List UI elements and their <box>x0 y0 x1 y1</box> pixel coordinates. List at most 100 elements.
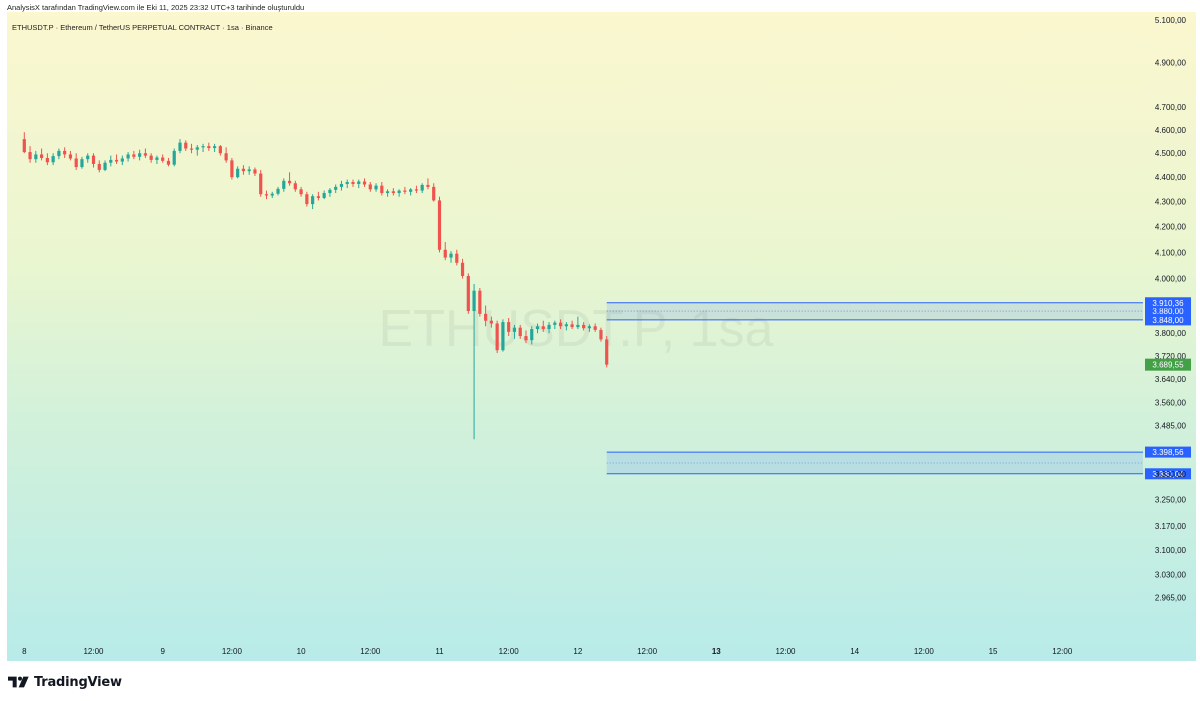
candle-body <box>270 193 274 196</box>
candle-body <box>339 183 344 187</box>
chart-attribution: AnalysisX tarafından TradingView.com ile… <box>7 3 305 12</box>
candle <box>126 152 130 162</box>
candle <box>316 191 320 201</box>
candle-body <box>564 324 568 327</box>
candle-body <box>287 180 292 184</box>
candle <box>530 326 534 345</box>
candle-body <box>63 150 67 155</box>
candle-body <box>120 158 124 162</box>
candle-body <box>276 188 280 194</box>
time-tick-label: 8 <box>22 647 27 656</box>
candle-body <box>391 191 395 194</box>
candle-body <box>184 142 188 149</box>
candle <box>518 324 522 339</box>
candle <box>564 322 568 331</box>
candle <box>472 283 476 440</box>
candle-body <box>501 322 505 351</box>
candle <box>74 153 78 170</box>
time-axis[interactable]: 8 12:00 9 12:00 10 12:00 11 12:00 12 12:00 13 12:00… <box>22 647 1073 656</box>
candle <box>455 249 459 266</box>
candle-body <box>558 322 563 327</box>
candle <box>466 273 470 314</box>
candle-body <box>495 323 499 351</box>
candle-body <box>409 189 413 192</box>
candle-body <box>351 182 355 184</box>
candle-body <box>236 168 240 178</box>
candle-body <box>478 290 482 314</box>
price-tick-label: 4.100,00 <box>1155 248 1187 257</box>
candle-body <box>39 154 44 158</box>
time-tick-label: 12:00 <box>222 647 243 656</box>
tradingview-brand[interactable]: TradingView <box>8 672 122 692</box>
candle <box>362 178 367 187</box>
price-tick-label: 3.330,00 <box>1155 470 1187 479</box>
resistance-mid-price-label: 3.880,00 <box>1152 307 1184 316</box>
candle-body <box>241 168 246 172</box>
candle-body <box>282 180 286 189</box>
candle-body <box>489 320 493 324</box>
candle-body <box>535 326 540 330</box>
candle <box>524 330 528 344</box>
time-tick-label: 12:00 <box>360 647 381 656</box>
candle-body <box>51 156 55 163</box>
candle <box>97 160 101 173</box>
candle <box>426 178 430 190</box>
candle-body <box>345 182 349 184</box>
candle-body <box>530 329 534 341</box>
candle <box>541 320 545 332</box>
candle-body <box>385 191 390 194</box>
candle <box>553 320 557 330</box>
candle-body <box>212 146 217 149</box>
candle-body <box>593 326 597 330</box>
candle-body <box>368 184 372 190</box>
candle <box>489 316 493 328</box>
candle-body <box>547 324 551 330</box>
candle-body <box>357 181 361 184</box>
candle-body <box>299 189 303 195</box>
candle-body <box>114 159 119 162</box>
candle-body <box>311 196 315 205</box>
candle-body <box>195 147 199 150</box>
price-tick-label: 4.200,00 <box>1155 223 1187 232</box>
candle <box>212 143 217 153</box>
candle-body <box>518 327 522 337</box>
price-tick-label: 3.640,00 <box>1155 375 1187 384</box>
candle <box>305 191 309 207</box>
candle <box>599 327 603 342</box>
candle-body <box>103 162 107 170</box>
candle-body <box>587 326 592 329</box>
candle-body <box>189 148 194 150</box>
candle <box>605 336 609 368</box>
price-axis[interactable]: 5.100,00 4.900,00 4.700,00 4.600,00 4.500,00… <box>1145 16 1191 602</box>
candle <box>80 156 84 169</box>
candle <box>22 132 26 154</box>
candle-body <box>178 142 182 151</box>
candle <box>293 180 297 192</box>
candle <box>299 186 303 197</box>
candle-body <box>109 159 113 163</box>
candle-body <box>155 157 159 160</box>
candle <box>328 188 332 197</box>
time-tick-label: 12:00 <box>499 647 520 656</box>
candle <box>143 148 147 158</box>
tradingview-logo-icon <box>8 676 29 688</box>
price-tick-label: 4.400,00 <box>1155 173 1187 182</box>
candle-body <box>161 157 165 161</box>
brand-name: TradingView <box>34 674 122 690</box>
candle-body <box>207 146 211 149</box>
candle <box>287 172 292 186</box>
price-tick-label: 3.720,00 <box>1155 352 1187 361</box>
price-tick-label: 3.560,00 <box>1155 399 1187 408</box>
candle <box>403 186 407 195</box>
candle-body <box>305 194 309 205</box>
candle <box>391 188 395 196</box>
candle <box>357 179 361 189</box>
time-tick-label: 12:00 <box>637 647 658 656</box>
time-tick-label: 12:00 <box>914 647 935 656</box>
candle-body <box>524 336 528 341</box>
candles-layer <box>22 132 609 440</box>
candle-body <box>420 184 424 191</box>
candle <box>449 251 453 263</box>
candle-body <box>322 193 326 198</box>
